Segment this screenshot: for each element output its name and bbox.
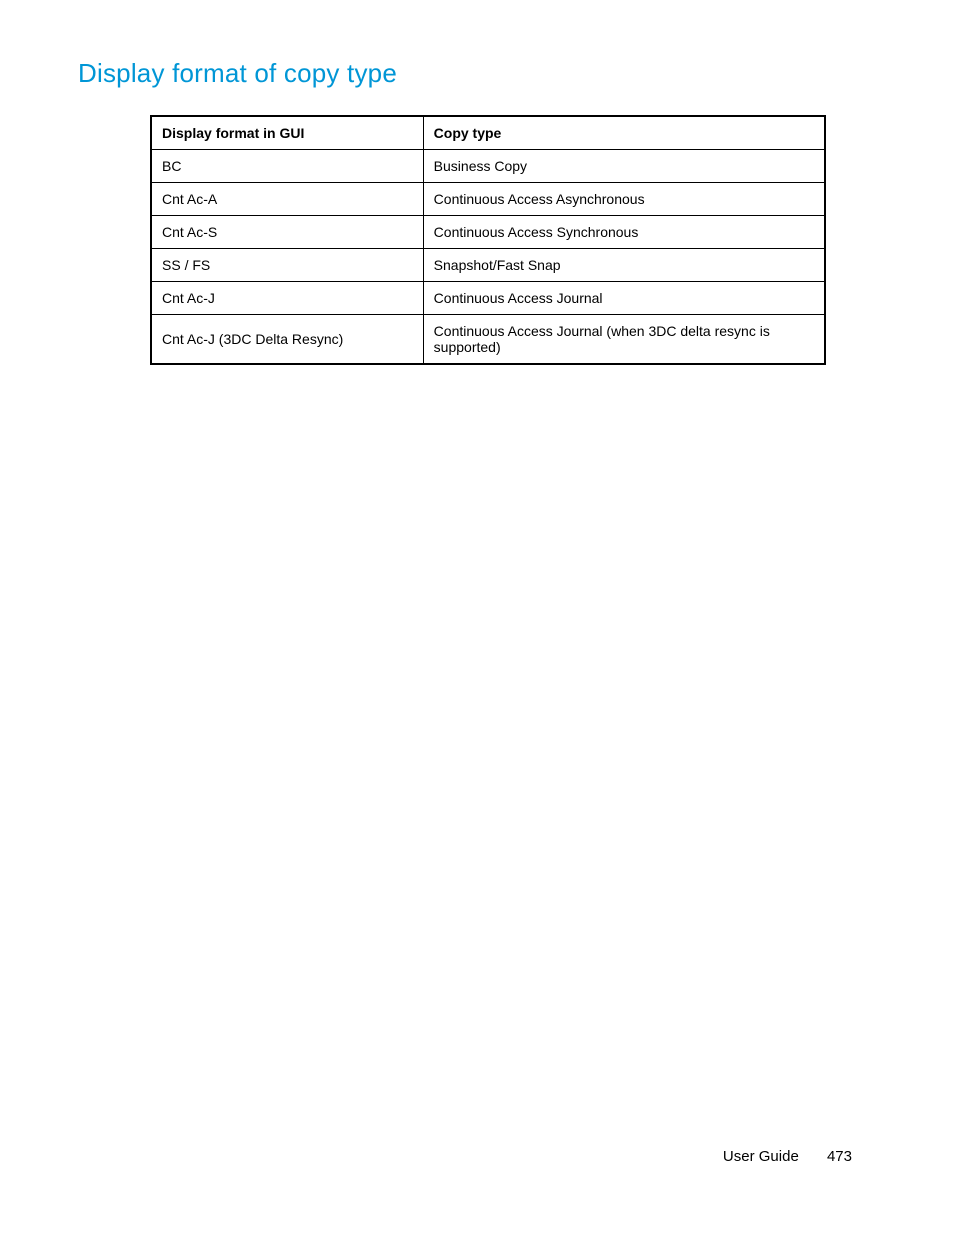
table-cell: Business Copy [423,150,825,183]
table-header-row: Display format in GUI Copy type [151,116,825,150]
copy-type-table: Display format in GUI Copy type BC Busin… [150,115,826,365]
table-row: Cnt Ac-J Continuous Access Journal [151,282,825,315]
table-cell: SS / FS [151,249,423,282]
table-cell: Snapshot/Fast Snap [423,249,825,282]
table-row: SS / FS Snapshot/Fast Snap [151,249,825,282]
page-footer: User Guide 473 [723,1148,852,1165]
table-container: Display format in GUI Copy type BC Busin… [78,115,876,365]
table-row: BC Business Copy [151,150,825,183]
table-cell: Cnt Ac-S [151,216,423,249]
column-header-copy-type: Copy type [423,116,825,150]
column-header-display-format: Display format in GUI [151,116,423,150]
table-row: Cnt Ac-A Continuous Access Asynchronous [151,183,825,216]
table-cell: Continuous Access Journal [423,282,825,315]
section-heading: Display format of copy type [78,58,876,89]
footer-label: User Guide [723,1148,799,1165]
table-cell: Cnt Ac-J [151,282,423,315]
table-cell: Cnt Ac-J (3DC Delta Resync) [151,315,423,365]
table-cell: Continuous Access Synchronous [423,216,825,249]
table-row: Cnt Ac-J (3DC Delta Resync) Continuous A… [151,315,825,365]
page-number: 473 [827,1148,852,1165]
table-cell: BC [151,150,423,183]
table-row: Cnt Ac-S Continuous Access Synchronous [151,216,825,249]
table-cell: Continuous Access Journal (when 3DC delt… [423,315,825,365]
table-cell: Continuous Access Asynchronous [423,183,825,216]
table-cell: Cnt Ac-A [151,183,423,216]
